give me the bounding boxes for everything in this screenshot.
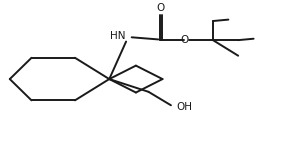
Text: OH: OH [177,102,192,112]
Text: O: O [181,35,189,45]
Text: O: O [157,3,165,13]
Text: HN: HN [110,31,125,41]
